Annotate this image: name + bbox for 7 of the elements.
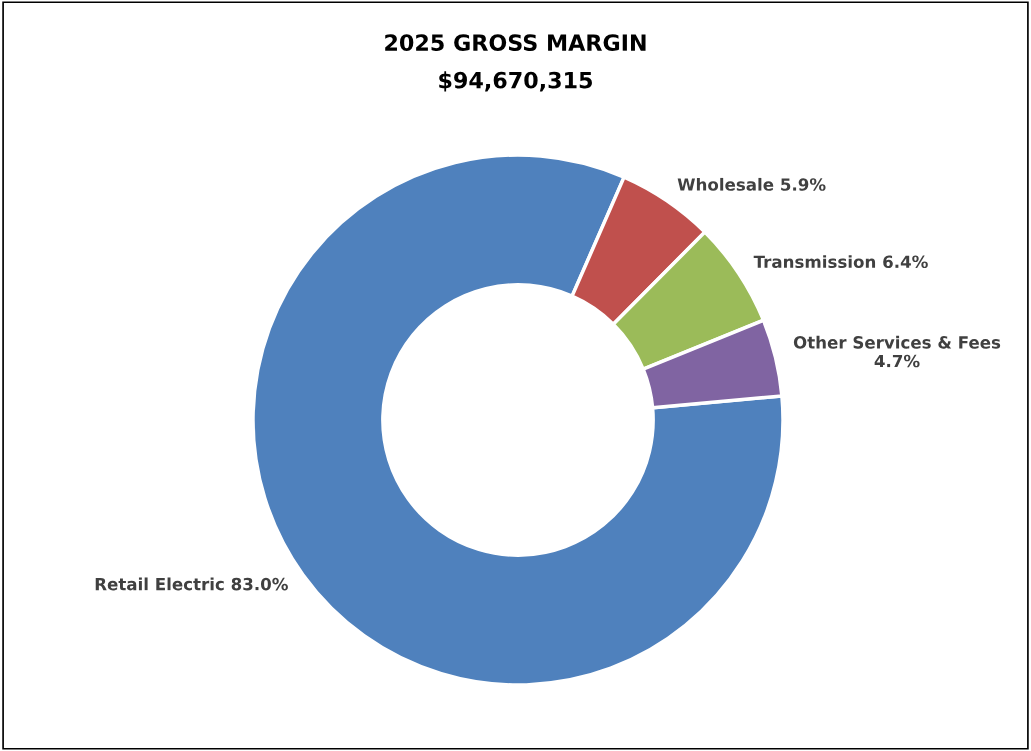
slice-label: Wholesale 5.9% bbox=[677, 177, 826, 191]
slice-label: Transmission 6.4% bbox=[753, 255, 928, 269]
chart-title: 2025 GROSS MARGIN bbox=[385, 34, 646, 51]
slice-label: Other Services & Fees bbox=[793, 335, 1001, 349]
data-label: 4.7% bbox=[874, 354, 920, 368]
chart-subtitle: $94,670,315 bbox=[439, 71, 592, 92]
slice-label: Retail Electric 83.0% bbox=[95, 577, 288, 591]
